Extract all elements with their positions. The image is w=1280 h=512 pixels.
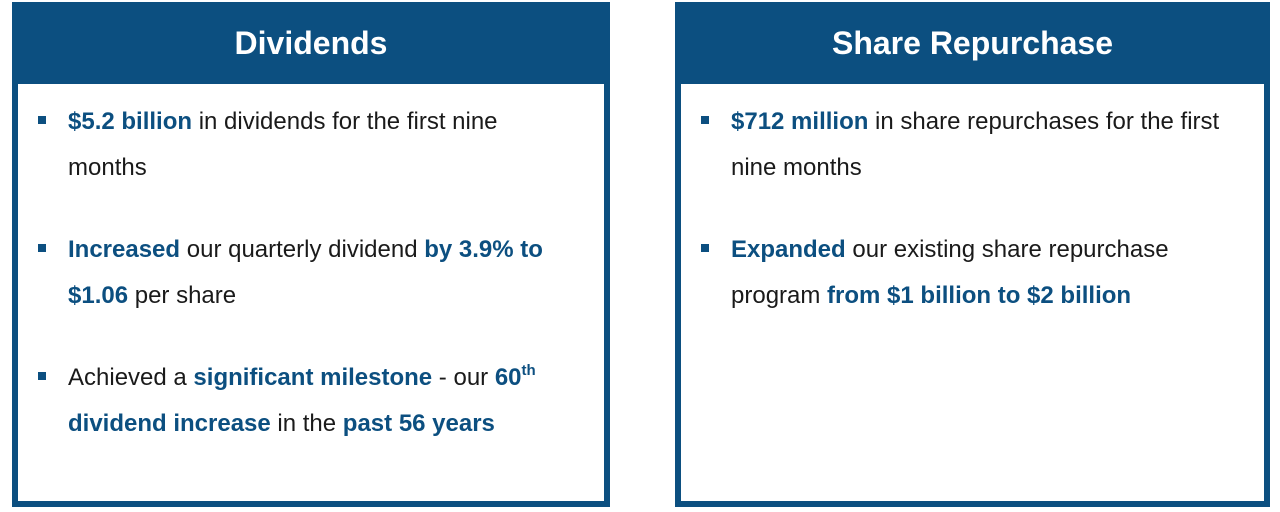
square-bullet-icon [38,372,46,380]
body-text: our existing share repurchase program [731,236,1169,309]
body-text: in share repurchases for the first nine … [731,108,1220,181]
share-repurchase-bullet-1: $712 million in share repurchases for th… [701,99,1231,191]
highlight-text: $712 million [731,108,869,135]
highlight-text: Expanded [731,236,846,263]
body-text: our quarterly dividend [180,236,425,263]
body-text: per share [128,282,237,309]
share-repurchase-title: Share Repurchase [675,2,1270,84]
square-bullet-icon [701,116,709,124]
share-repurchase-panel: Share Repurchase $712 million in share r… [675,2,1270,507]
highlight-text: by 3.9% to $1.06 [68,236,543,309]
highlight-text: $5.2 billion [68,108,193,135]
highlight-text: Increased [68,236,181,263]
highlight-text: past 56 years [342,410,495,437]
square-bullet-icon [38,116,46,124]
highlight-text: significant milestone [193,364,433,391]
dividends-bullet-2: Increased our quarterly dividend by 3.9%… [38,227,578,319]
highlight-text: dividend increase [68,410,271,437]
square-bullet-icon [38,244,46,252]
dividends-bullet-3: Achieved a significant milestone - our 6… [38,355,578,447]
body-text: in the [270,410,343,437]
square-bullet-icon [701,244,709,252]
highlight-text: 60 [494,364,522,391]
dividends-title: Dividends [12,2,610,84]
body-text: - our [432,364,495,391]
share-repurchase-bullet-2: Expanded our existing share repurchase p… [701,227,1231,319]
body-text: in dividends for the first nine months [68,108,498,181]
dividends-bullet-1: $5.2 billion in dividends for the first … [38,99,578,191]
ordinal-superscript: th [521,362,536,379]
highlight-text: from $1 billion to $2 billion [827,282,1132,309]
dividends-panel: Dividends $5.2 billion in dividends for … [12,2,610,507]
body-text: Achieved a [68,364,194,391]
